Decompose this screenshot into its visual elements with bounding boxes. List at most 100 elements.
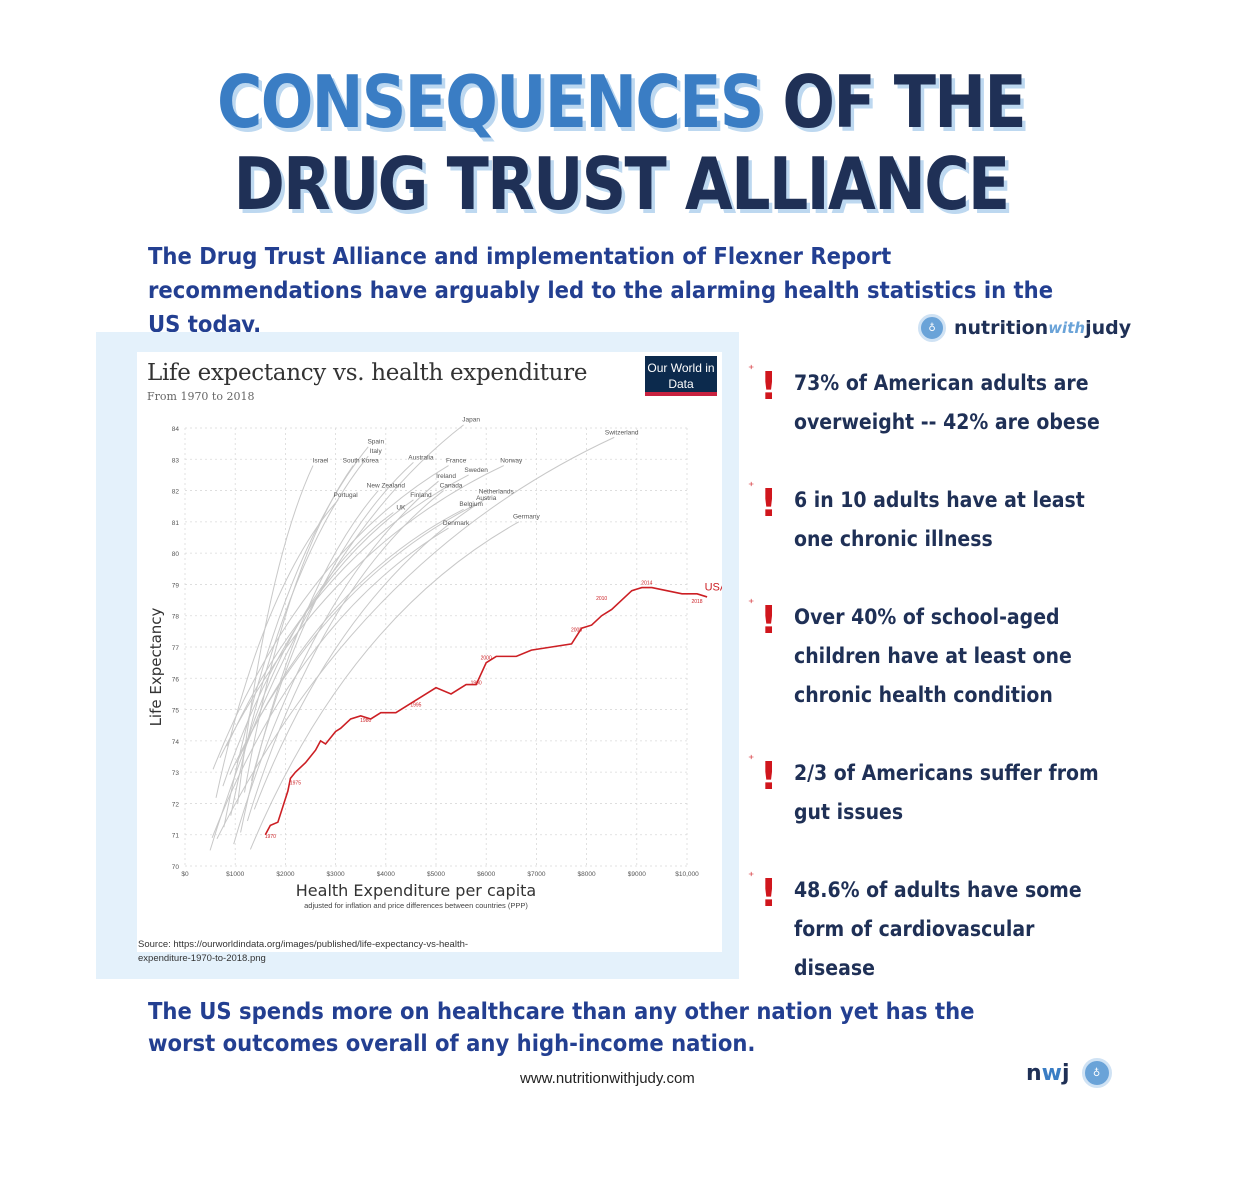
fact-item: ⁺! 48.6% of adults have some form of card… [748,869,1154,988]
y-tick-label: 84 [172,426,180,433]
country-label: Netherlands [479,489,515,496]
x-axis-label: Health Expenditure per capita [296,881,536,900]
country-label: Italy [370,448,383,455]
x-tick-label: $6000 [477,871,495,878]
exclamation-alarm-icon: ⁺! [748,362,778,408]
nwj-letter-j: j [1062,1060,1070,1086]
fact-text: Over 40% of school-aged children have at… [794,605,1072,707]
country-label: Austria [476,495,497,502]
y-tick-label: 83 [172,457,180,464]
usa-line [264,586,708,836]
country-trajectory [222,499,414,787]
y-tick-label: 75 [172,708,180,715]
usa-series-label: USA [705,582,722,594]
x-tick-label: $10,000 [675,871,699,878]
bottom-statement: The US spends more on healthcare than an… [148,999,975,1057]
fact-text: 6 in 10 adults have at least one chronic… [794,488,1085,551]
country-trajectory [211,527,449,839]
nwj-letter-n: n [1026,1060,1042,1086]
nwj-letter-w: w [1041,1060,1062,1086]
exclamation-alarm-icon: ⁺! [748,479,778,525]
y-tick-label: 80 [172,551,180,558]
country-label: France [446,457,467,464]
country-label: Australia [408,454,434,461]
y-axis-label: Life Expectancy [147,607,165,726]
x-tick-label: $3000 [327,871,345,878]
country-trajectory [209,424,464,851]
usa-year-label: 1975 [290,781,301,787]
usa-year-label: 2014 [641,580,652,586]
country-label: Germany [513,514,540,521]
country-label: Sweden [464,467,488,474]
x-tick-label: $2000 [276,871,294,878]
x-tick-label: $4000 [377,871,395,878]
fact-text: 48.6% of adults have some form of cardio… [794,878,1082,980]
chart-title: Life expectancy vs. health expenditure [147,360,588,386]
country-label: Belgium [459,501,482,508]
country-label: Canada [440,482,463,489]
y-tick-label: 78 [172,614,180,621]
country-trajectory [249,521,520,850]
country-label: Israel [313,457,329,464]
website-url[interactable]: www.nutritionwithjudy.com [520,1070,695,1087]
country-trajectory [246,490,444,822]
y-tick-label: 70 [172,864,180,871]
country-trajectory [236,508,464,764]
country-label: Ireland [436,473,456,480]
owid-badge: Our World in Data [645,356,717,396]
fact-text: 2/3 of Americans suffer from gut issues [794,761,1099,824]
title-highlight: CONSEQUENCES [217,60,764,144]
usa-year-label: 1995 [410,702,421,708]
country-label: New Zealand [367,482,406,489]
nwj-circle-logo-icon: ♁ [1081,1058,1112,1088]
country-label: Japan [462,417,480,424]
x-tick-label: $9000 [628,871,646,878]
life-expectancy-chart: 70 71 72 73 74 75 76 77 78 79 80 81 82 83 84 $0 $1000 $20… [147,417,722,910]
country-trajectory [226,474,469,747]
usa-year-label: 2000 [481,656,492,662]
country-label: Denmark [443,520,470,527]
fact-item: ⁺! 6 in 10 adults have at least one chron… [748,479,1154,559]
country-trajectory [219,465,504,758]
usa-year-label: 2018 [691,599,702,605]
y-tick-label: 74 [172,739,180,746]
country-trajectory [229,502,479,775]
y-tick-label: 79 [172,582,180,589]
country-label: Finland [410,492,432,499]
fact-item: ⁺! 73% of American adults are overweight … [748,362,1154,442]
chart-panel: 70 71 72 73 74 75 76 77 78 79 80 81 82 83 84 $0 $1000 $20… [96,332,739,979]
usa-year-label: 1970 [265,834,276,840]
country-label: Switzerland [605,429,639,436]
y-tick-label: 81 [172,520,180,527]
subtitle: The Drug Trust Alliance and implementati… [148,244,1054,338]
country-trajectory [243,512,394,752]
country-trajectory [215,499,339,798]
country-label: Norway [500,457,523,464]
usa-year-label: 2010 [596,596,607,602]
country-trajectory [233,480,439,845]
nwj-circle-logo-icon: ♁ [918,314,946,342]
x-tick-label: $0 [181,871,189,878]
chart-subtitle: From 1970 to 2018 [147,390,255,403]
country-label: Spain [367,439,384,446]
country-trajectory [216,436,615,840]
usa-year-label: 1980 [360,718,371,724]
brand-name-with: with [1048,319,1086,337]
y-tick-label: 73 [172,770,180,777]
chart-source: Source: https://ourworldindata.org/image… [138,939,469,964]
title-line-2-text: DRUG TRUST ALLIANCE [233,142,1010,226]
exclamation-alarm-icon: ⁺! [748,596,778,642]
exclamation-alarm-icon: ⁺! [748,752,778,798]
country-label: South Korea [343,457,380,464]
brand-name-b: judy [1085,317,1132,339]
usa-year-label: 2005 [571,627,582,633]
fact-item: ⁺! Over 40% of school-aged children have … [748,596,1154,715]
country-trajectory [250,462,414,782]
title-line-1: CONSEQUENCES OF THE [87,66,1155,138]
title-line-2: DRUG TRUST ALLIANCE [87,148,1155,220]
y-tick-label: 82 [172,489,180,496]
country-label: UK [396,504,406,511]
brand-logo: ♁ nutrition with judy [918,314,1131,342]
country-trajectory [237,465,314,805]
country-trajectory [243,465,354,793]
